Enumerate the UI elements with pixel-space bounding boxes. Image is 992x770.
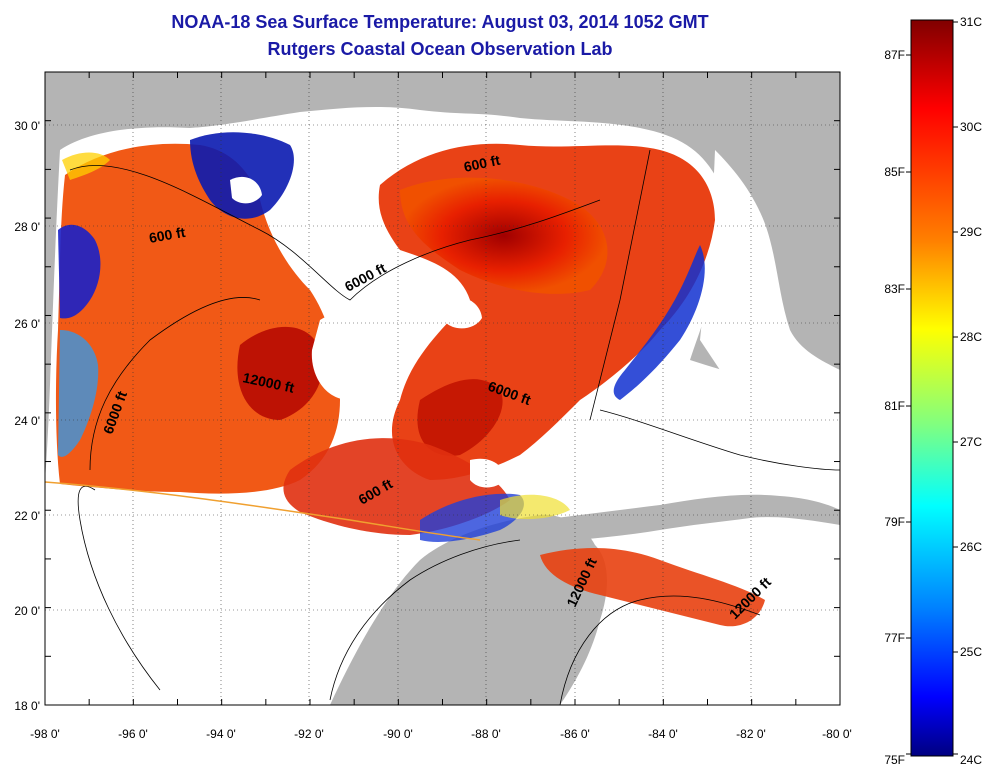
sst-warm-caribbean bbox=[540, 548, 765, 627]
colorbar-label-celsius: 27C bbox=[960, 435, 982, 449]
sst-cool-band-tx bbox=[58, 330, 99, 457]
x-tick-label: -80 0' bbox=[822, 727, 852, 741]
colorbar-label-fahrenheit: 75F bbox=[884, 753, 905, 767]
contour-label: 600 ft bbox=[148, 224, 187, 246]
x-tick-labels: -98 0' -96 0' -94 0' -92 0' -90 0' -88 0… bbox=[30, 727, 852, 741]
y-tick-label: 30 0' bbox=[14, 119, 40, 133]
colorbar-label-fahrenheit: 79F bbox=[884, 515, 905, 529]
sst-cool-campeche bbox=[420, 493, 524, 542]
colorbar-label-celsius: 31C bbox=[960, 15, 982, 29]
x-tick-label: -88 0' bbox=[471, 727, 501, 741]
figure-subtitle: Rutgers Coastal Ocean Observation Lab bbox=[267, 39, 613, 59]
colorbar: 31C 30C 29C 28C 27C 26C 25C 24C 87F 85F … bbox=[884, 15, 982, 767]
florida-land bbox=[740, 72, 840, 370]
colorbar-label-celsius: 24C bbox=[960, 753, 982, 767]
axis-ticks bbox=[44, 71, 841, 706]
sst-cool-texas bbox=[58, 224, 101, 319]
y-tick-labels: 18 0' 20 0' 22 0' 24 0' 26 0' 28 0' 30 0… bbox=[14, 119, 40, 713]
colorbar-ramp bbox=[910, 19, 954, 757]
contour-label: 600 ft bbox=[462, 152, 501, 175]
colorbar-label-celsius: 29C bbox=[960, 225, 982, 239]
x-tick-label: -92 0' bbox=[294, 727, 324, 741]
swath-edge bbox=[45, 481, 481, 541]
y-tick-label: 24 0' bbox=[14, 414, 40, 428]
colorbar-label-fahrenheit: 83F bbox=[884, 282, 905, 296]
sst-cool-west-florida bbox=[613, 245, 705, 400]
x-tick-label: -90 0' bbox=[383, 727, 413, 741]
x-tick-label: -96 0' bbox=[118, 727, 148, 741]
x-tick-label: -86 0' bbox=[560, 727, 590, 741]
colorbar-label-celsius: 28C bbox=[960, 330, 982, 344]
colorbar-label-celsius: 25C bbox=[960, 645, 982, 659]
y-tick-label: 26 0' bbox=[14, 317, 40, 331]
x-tick-label: -94 0' bbox=[206, 727, 236, 741]
sst-hot-core-east bbox=[400, 177, 608, 294]
colorbar-label-celsius: 26C bbox=[960, 540, 982, 554]
colorbar-label-fahrenheit: 81F bbox=[884, 399, 905, 413]
figure-title: NOAA-18 Sea Surface Temperature: August … bbox=[171, 12, 709, 32]
colorbar-label-celsius: 30C bbox=[960, 120, 982, 134]
bathymetry-contours bbox=[69, 149, 840, 705]
colorbar-label-fahrenheit: 85F bbox=[884, 165, 905, 179]
cuba-land bbox=[540, 494, 840, 540]
map-area bbox=[45, 72, 840, 705]
colorbar-label-fahrenheit: 77F bbox=[884, 631, 905, 645]
yucatan-land bbox=[330, 514, 607, 705]
x-tick-label: -82 0' bbox=[736, 727, 766, 741]
y-tick-label: 22 0' bbox=[14, 509, 40, 523]
graticule bbox=[45, 72, 840, 705]
colorbar-label-fahrenheit: 87F bbox=[884, 48, 905, 62]
cloud-mask bbox=[230, 146, 505, 488]
sst-hot-core-west bbox=[237, 326, 323, 420]
florida-west-water bbox=[700, 150, 840, 410]
x-tick-label: -98 0' bbox=[30, 727, 60, 741]
x-tick-label: -84 0' bbox=[648, 727, 678, 741]
sst-fringe-south bbox=[500, 494, 570, 520]
y-tick-label: 20 0' bbox=[14, 604, 40, 618]
y-tick-label: 28 0' bbox=[14, 220, 40, 234]
sst-hot-core-loop bbox=[417, 379, 503, 456]
y-tick-label: 18 0' bbox=[14, 699, 40, 713]
sst-cool-louisiana bbox=[190, 132, 294, 219]
colorbar-ticks bbox=[906, 21, 958, 755]
